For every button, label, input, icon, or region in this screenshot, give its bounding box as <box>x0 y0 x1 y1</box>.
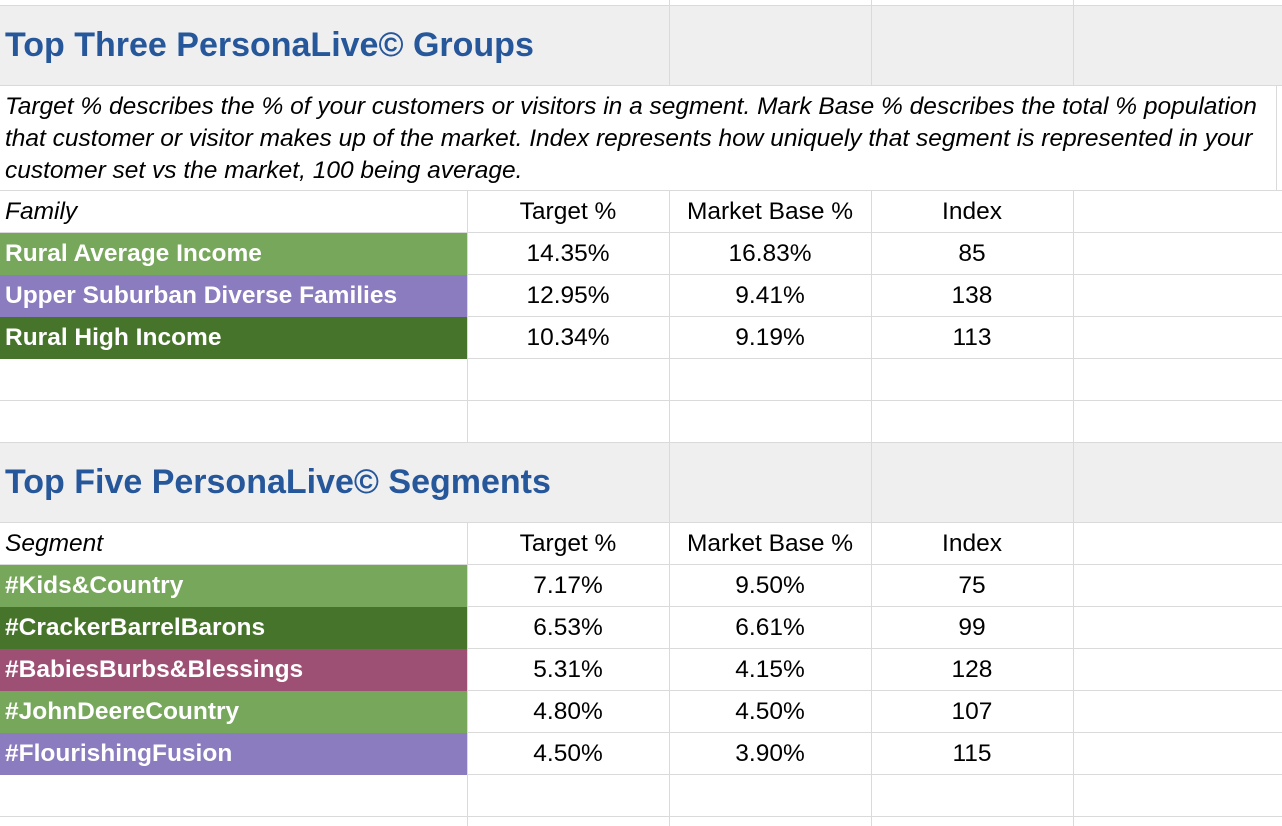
gridline <box>467 190 468 442</box>
index-value[interactable]: 128 <box>951 656 993 683</box>
gridline <box>0 774 1282 775</box>
gridline <box>0 190 1282 191</box>
group-label[interactable]: Rural Average Income <box>0 233 467 275</box>
index-value[interactable]: 99 <box>958 614 986 641</box>
family-header[interactable]: Family <box>5 198 78 225</box>
gridline <box>1073 0 1074 85</box>
group-label[interactable]: Rural High Income <box>0 317 467 359</box>
market-base-value[interactable]: 9.41% <box>735 282 805 309</box>
index-value[interactable]: 138 <box>951 282 993 309</box>
market-base-header[interactable]: Market Base % <box>686 530 854 557</box>
gridline <box>0 816 1282 817</box>
gridline <box>669 0 670 85</box>
target-header[interactable]: Target % <box>519 198 617 225</box>
segments-title: Top Five PersonaLive© Segments <box>5 463 551 501</box>
market-base-value[interactable]: 9.19% <box>735 324 805 351</box>
index-value[interactable]: 113 <box>952 324 992 351</box>
target-value[interactable]: 5.31% <box>533 656 603 683</box>
gridline <box>871 0 872 85</box>
gridline <box>0 606 1282 607</box>
gridline <box>0 232 1282 233</box>
segment-label[interactable]: #JohnDeereCountry <box>0 691 467 733</box>
segment-header[interactable]: Segment <box>5 530 104 557</box>
groups-description: Target % describes the % of your custome… <box>5 93 1257 184</box>
gridline <box>0 274 1282 275</box>
market-base-value[interactable]: 4.50% <box>735 698 805 725</box>
target-value[interactable]: 7.17% <box>533 572 603 599</box>
market-base-value[interactable]: 9.50% <box>735 572 805 599</box>
gridline <box>0 358 1282 359</box>
index-value[interactable]: 75 <box>958 572 986 599</box>
segment-label[interactable]: #BabiesBurbs&Blessings <box>0 649 467 691</box>
index-value[interactable]: 107 <box>951 698 993 725</box>
target-value[interactable]: 6.53% <box>533 614 603 641</box>
groups-title-band <box>0 6 1282 85</box>
gridline <box>669 522 670 826</box>
target-value[interactable]: 4.50% <box>533 740 603 767</box>
index-header[interactable]: Index <box>942 530 1002 557</box>
market-base-value[interactable]: 16.83% <box>728 240 812 267</box>
gridline <box>0 316 1282 317</box>
gridline <box>467 522 468 826</box>
segments-title-band <box>0 443 1282 522</box>
gridline <box>1073 190 1074 522</box>
target-value[interactable]: 10.34% <box>526 324 610 351</box>
segment-label[interactable]: #FlourishingFusion <box>0 733 467 775</box>
gridline <box>0 732 1282 733</box>
gridline <box>0 564 1282 565</box>
gridline <box>0 5 1282 6</box>
gridline <box>871 522 872 826</box>
gridline <box>1073 522 1074 826</box>
gridline <box>1276 85 1277 190</box>
gridline <box>669 190 670 522</box>
index-value[interactable]: 115 <box>952 740 992 767</box>
target-header[interactable]: Target % <box>519 530 617 557</box>
target-value[interactable]: 14.35% <box>526 240 610 267</box>
segment-label[interactable]: #Kids&Country <box>0 565 467 607</box>
target-value[interactable]: 4.80% <box>533 698 603 725</box>
target-value[interactable]: 12.95% <box>526 282 610 309</box>
gridline <box>0 85 1282 86</box>
index-value[interactable]: 85 <box>958 240 986 267</box>
index-header[interactable]: Index <box>942 198 1002 225</box>
market-base-value[interactable]: 4.15% <box>735 656 805 683</box>
market-base-header[interactable]: Market Base % <box>686 198 854 225</box>
gridline <box>0 690 1282 691</box>
market-base-value[interactable]: 6.61% <box>735 614 805 641</box>
gridline <box>0 648 1282 649</box>
market-base-value[interactable]: 3.90% <box>735 740 805 767</box>
gridline <box>0 442 1282 443</box>
group-label[interactable]: Upper Suburban Diverse Families <box>0 275 467 317</box>
groups-title: Top Three PersonaLive© Groups <box>5 26 534 64</box>
segment-label[interactable]: #CrackerBarrelBarons <box>0 607 467 649</box>
gridline <box>0 400 1282 401</box>
gridline <box>871 190 872 522</box>
gridline <box>0 522 1282 523</box>
